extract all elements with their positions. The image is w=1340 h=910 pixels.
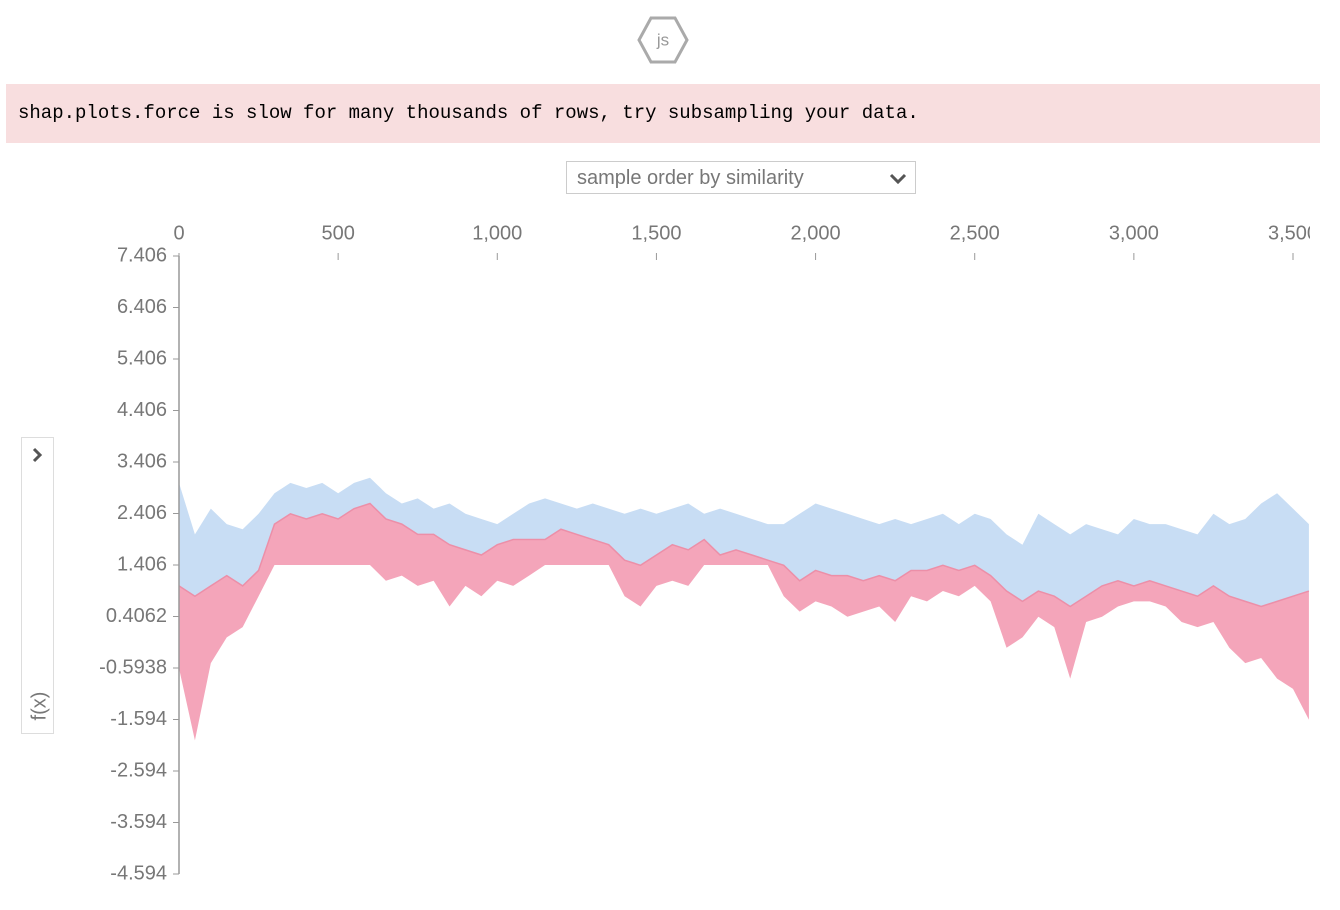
x-tick-label: 0 [173,222,184,244]
x-tick-label: 2,500 [950,222,1000,244]
x-tick-label: 500 [321,222,354,244]
order-dropdown[interactable]: sample order by similarity [566,161,916,194]
y-tick-label: 4.406 [117,399,167,421]
dropdown-chevron [889,173,907,185]
positive-area [179,503,1309,741]
y-tick-label: 3.406 [117,450,167,472]
side-panel[interactable]: f(x) [21,437,54,734]
y-tick-label: -2.594 [110,759,167,781]
y-tick-label: -1.594 [110,708,167,730]
x-tick-label: 1,500 [631,222,681,244]
x-tick-label: 3,000 [1109,222,1159,244]
y-tick-label: 6.406 [117,296,167,318]
y-tick-label: -3.594 [110,811,167,833]
x-tick-label: 2,000 [791,222,841,244]
y-tick-label: 7.406 [117,244,167,266]
output-line [178,502,1310,608]
y-tick-label: 1.406 [117,553,167,575]
y-tick-label: -0.5938 [99,656,167,678]
y-tick-label: 0.4062 [106,605,167,627]
y-tick-label: 5.406 [117,347,167,369]
expand-chevron[interactable] [32,447,43,463]
x-tick-label: 1,000 [472,222,522,244]
warning-notice: shap.plots.force is slow for many thousa… [6,84,1320,143]
dropdown-label: sample order by similarity [577,167,804,189]
y-tick-label: -4.594 [110,862,167,884]
negative-area [179,477,1309,607]
y-axis-label: f(x) [28,692,50,721]
side-panel-content: f(x) [28,447,50,721]
y-tick-label: 2.406 [117,502,167,524]
x-tick-label: 3,500 [1268,222,1310,244]
icon-label: js [656,30,669,49]
js-icon: js [637,16,689,64]
icon-hexagon [637,16,689,64]
